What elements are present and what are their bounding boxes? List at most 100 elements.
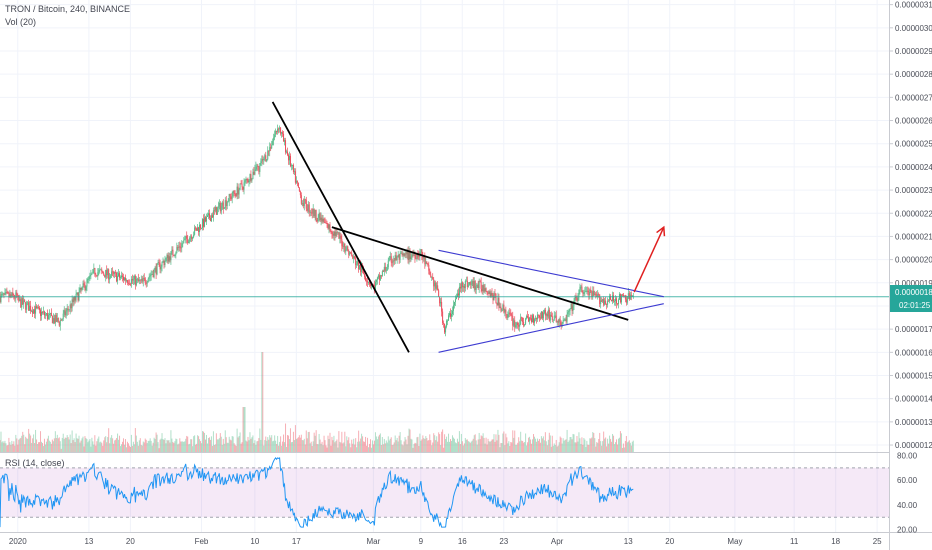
volume-bar — [557, 445, 559, 452]
volume-bar — [185, 438, 187, 452]
volume-bar — [427, 440, 429, 452]
candle-body — [369, 282, 371, 285]
candle-body — [574, 296, 576, 302]
candle-body — [408, 250, 410, 261]
candle-body — [292, 164, 294, 173]
volume-bar — [268, 439, 270, 452]
candle-body — [630, 294, 632, 297]
candle-body — [42, 311, 44, 313]
volume-bar — [39, 442, 41, 452]
volume-bar — [602, 441, 604, 452]
volume-bar — [29, 433, 31, 452]
candle-body — [75, 293, 77, 301]
volume-bar — [35, 429, 37, 452]
candle-body — [578, 289, 580, 297]
volume-bar — [350, 447, 352, 452]
candle-body — [363, 270, 365, 274]
volume-bar — [180, 441, 182, 452]
candle-body — [489, 291, 491, 297]
candle-body — [209, 218, 211, 222]
candle-body — [259, 163, 261, 172]
candle-body — [4, 292, 6, 295]
candle-body — [189, 237, 191, 242]
candle-body — [594, 293, 596, 296]
volume-bar — [548, 432, 550, 452]
volume-bar — [156, 434, 158, 452]
volume-bar — [538, 438, 540, 452]
symbol-legend[interactable]: TRON / Bitcoin, 240, BINANCE — [5, 4, 130, 14]
candle-body — [210, 215, 212, 222]
volume-bar — [126, 441, 128, 452]
candle-body — [281, 132, 283, 134]
candle-body — [10, 294, 12, 297]
volume-bar — [578, 432, 580, 452]
candle-body — [19, 299, 21, 301]
candle-body — [16, 292, 18, 296]
candle-body — [351, 253, 353, 256]
candle-body — [260, 161, 262, 164]
candle-body — [338, 232, 340, 239]
candle-body — [312, 208, 314, 214]
volume-bar — [72, 440, 74, 452]
candle-body — [455, 296, 457, 300]
volume-bar — [181, 441, 183, 452]
rsi-axis[interactable]: 80.00 60.00 40.00 20.00 — [897, 451, 918, 534]
candle-body — [443, 322, 445, 324]
candle-body — [333, 231, 335, 236]
candle-body — [607, 300, 609, 305]
volume-bar — [463, 443, 465, 452]
volume-bar — [140, 444, 142, 452]
candle-body — [5, 292, 7, 294]
volume-bar — [99, 442, 101, 452]
candle-body — [349, 252, 351, 255]
candle-body — [353, 256, 355, 259]
volume-bar — [219, 433, 221, 452]
volume-bar — [17, 444, 19, 452]
time-axis[interactable]: 2020 13 20 Feb 10 17 Mar 9 16 23 Apr 13 20 May 11 18 25 — [9, 537, 882, 546]
volume-bar — [200, 441, 202, 452]
volume-bar — [344, 431, 346, 452]
candle-body — [17, 295, 19, 297]
volume-bar — [306, 438, 308, 452]
candle-body — [107, 269, 109, 276]
volume-legend[interactable]: Vol (20) — [5, 17, 36, 27]
volume-bar — [202, 431, 204, 452]
volume-bar — [191, 439, 193, 452]
volume-bar — [160, 438, 162, 452]
candle-body — [440, 301, 442, 304]
volume-bar — [608, 443, 610, 452]
price-tag-box — [890, 285, 932, 312]
candle-body — [585, 291, 587, 292]
black-trendline — [271, 101, 410, 353]
candle-body — [135, 279, 137, 286]
candle-body — [431, 276, 433, 278]
volume-bar — [599, 432, 601, 452]
candle-body — [555, 315, 557, 322]
candle-body — [407, 251, 409, 261]
candle-body — [104, 274, 106, 278]
candle-body — [420, 249, 422, 253]
candle-body — [548, 309, 550, 321]
volume-bar — [444, 434, 446, 452]
volume-bar — [442, 429, 444, 452]
volume-bar — [174, 441, 176, 452]
volume-bar — [331, 436, 333, 452]
volume-bar — [193, 436, 195, 452]
volume-bar — [320, 443, 322, 452]
volume-bar — [0, 431, 2, 452]
candle-body — [256, 165, 258, 167]
candle-body — [543, 310, 545, 313]
volume-bar — [443, 447, 445, 452]
rsi-legend[interactable]: RSI (14, close) — [5, 458, 65, 468]
volume-bar — [139, 438, 141, 452]
volume-bar — [142, 441, 144, 452]
volume-bar — [308, 431, 310, 452]
volume-bar — [601, 445, 603, 452]
candle-body — [186, 235, 188, 239]
candle-body — [450, 313, 452, 317]
volume-bar — [153, 437, 155, 452]
volume-bar — [166, 439, 168, 452]
volume-bar — [390, 437, 392, 452]
